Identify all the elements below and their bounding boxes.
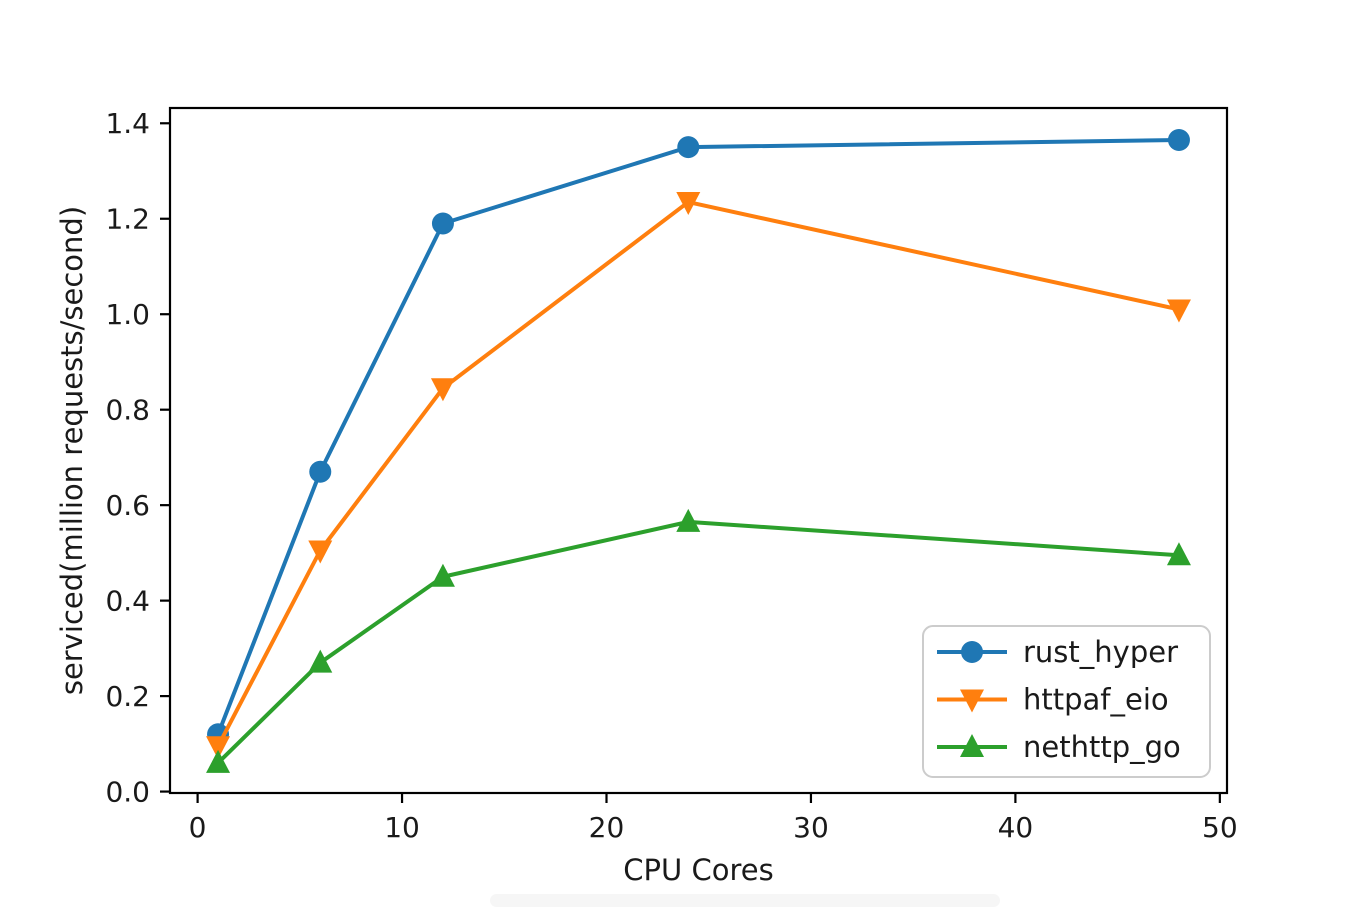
x-tick-label: 20: [589, 811, 625, 844]
data-point-rust_hyper: [677, 136, 700, 159]
legend-marker-nethttp_go: [960, 734, 984, 757]
y-tick-label: 0.8: [105, 393, 150, 426]
data-point-httpaf_eio: [308, 540, 333, 564]
watermark-strip: [490, 894, 1000, 907]
y-tick-label: 0.4: [105, 584, 150, 617]
y-tick-label: 1.4: [105, 107, 150, 140]
x-tick-label: 0: [189, 811, 207, 844]
x-tick-label: 50: [1202, 811, 1238, 844]
y-tick-label: 0.2: [105, 680, 150, 713]
data-point-nethttp_go: [676, 508, 701, 532]
y-tick-label: 1.2: [105, 203, 150, 236]
y-axis-label: serviced(million requests/second): [55, 206, 89, 695]
x-tick-label: 30: [793, 811, 829, 844]
data-point-nethttp_go: [308, 649, 333, 673]
data-point-httpaf_eio: [676, 192, 701, 216]
data-point-httpaf_eio: [430, 378, 455, 402]
x-tick-label: 40: [998, 811, 1034, 844]
data-point-nethttp_go: [1166, 542, 1191, 566]
data-point-nethttp_go: [206, 749, 231, 773]
data-point-rust_hyper: [1167, 128, 1190, 151]
data-point-nethttp_go: [430, 563, 455, 587]
legend-label-httpaf_eio: httpaf_eio: [1023, 683, 1169, 717]
y-tick-label: 1.0: [105, 298, 150, 331]
y-tick-label: 0.0: [105, 775, 150, 808]
data-point-httpaf_eio: [206, 736, 231, 760]
y-tick-label: 0.6: [105, 489, 150, 522]
data-point-httpaf_eio: [1166, 299, 1191, 323]
legend-marker-rust_hyper: [961, 641, 983, 663]
x-tick-label: 10: [384, 811, 420, 844]
legend-label-rust_hyper: rust_hyper: [1023, 635, 1178, 669]
x-axis-label: CPU Cores: [623, 853, 773, 887]
data-point-rust_hyper: [309, 460, 332, 483]
legend-box: [922, 625, 1211, 778]
plot-frame: [168, 106, 1229, 795]
legend-label-nethttp_go: nethttp_go: [1023, 730, 1181, 764]
data-point-rust_hyper: [431, 212, 454, 235]
legend-marker-httpaf_eio: [960, 689, 984, 713]
